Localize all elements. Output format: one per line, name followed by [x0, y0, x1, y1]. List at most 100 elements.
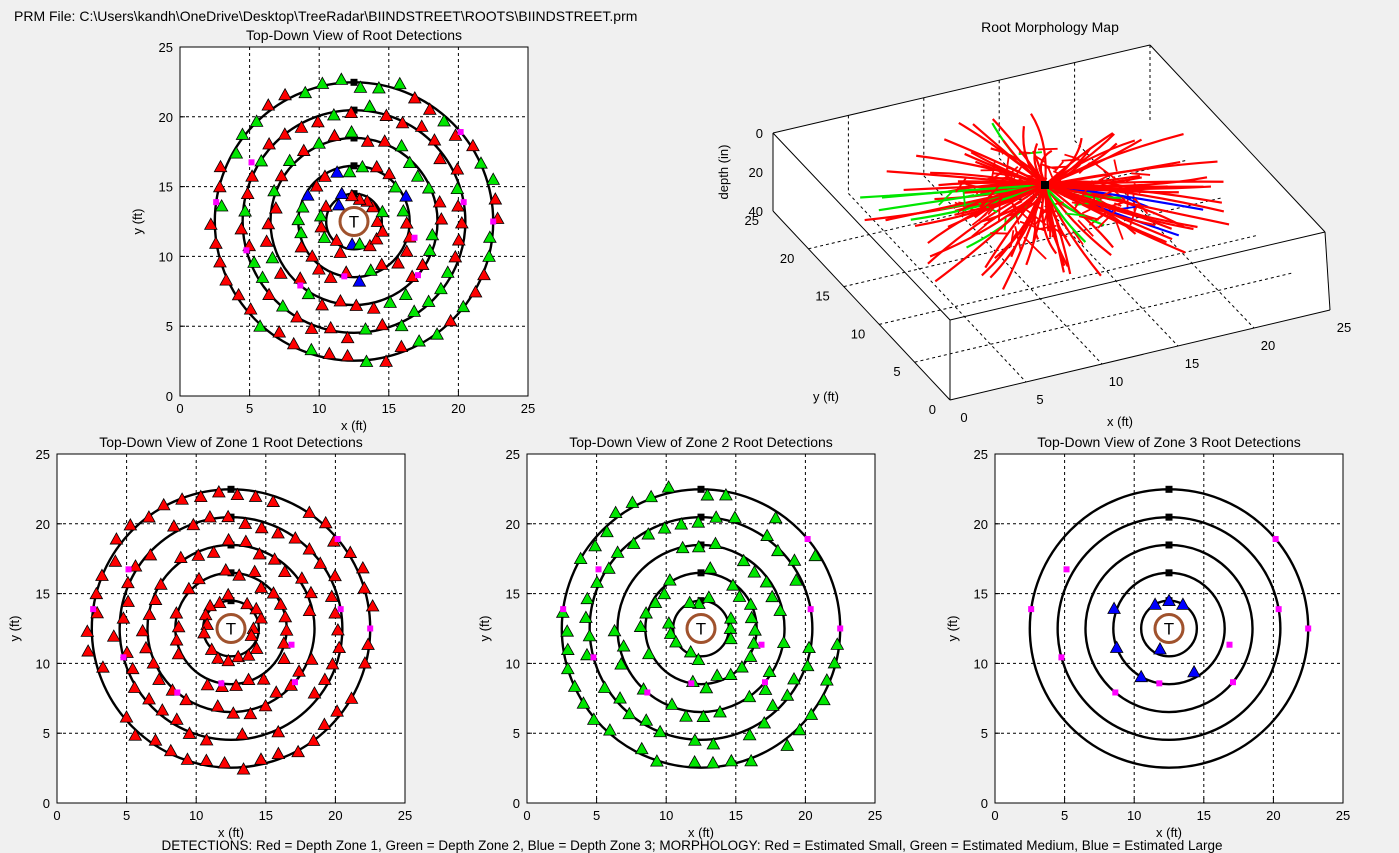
- x-axis-label: x (ft): [1107, 414, 1133, 429]
- x-tick-label: 20: [798, 808, 812, 823]
- y-tick-label: 20: [506, 517, 520, 532]
- detection-zone1: [230, 487, 245, 501]
- root-branch: [1131, 172, 1151, 176]
- y-tick-label: 5: [43, 726, 50, 741]
- detection-zone1: [231, 287, 246, 301]
- y-axis-label: y (ft): [813, 389, 839, 404]
- floor-grid-line: [879, 234, 1259, 325]
- detection-zone2: [765, 589, 780, 603]
- detection-zone2: [706, 737, 721, 750]
- detection-zone2: [709, 510, 724, 523]
- detection-zone2: [610, 545, 625, 558]
- detection-zone2: [765, 698, 780, 711]
- x-tick-label: 0: [53, 808, 60, 823]
- detection-zone2: [396, 203, 411, 217]
- detection-zone1: [302, 505, 317, 518]
- detection-zone1: [142, 692, 156, 705]
- detection-zone2: [683, 644, 698, 658]
- detection-zone1: [238, 534, 253, 547]
- detection-zone1: [277, 564, 292, 578]
- detection-zone1: [374, 257, 389, 270]
- x-tick-label: 10: [1109, 374, 1123, 389]
- detection-zone2: [434, 281, 448, 295]
- detection-zone1: [276, 636, 291, 649]
- x-tick-label: 5: [1061, 808, 1068, 823]
- detection-zone2: [295, 200, 310, 213]
- detection-zone2: [229, 146, 244, 159]
- boundary-marker: [414, 272, 421, 279]
- x-tick-label: 5: [246, 401, 253, 416]
- detection-zone1: [451, 233, 466, 246]
- detection-zone1: [271, 746, 286, 760]
- boundary-marker: [248, 159, 255, 166]
- detection-zone1: [254, 611, 268, 624]
- boundary-marker: [243, 247, 250, 254]
- boundary-marker: [1028, 606, 1035, 613]
- detection-zone2: [744, 610, 759, 624]
- detection-zone2: [639, 606, 653, 619]
- root-segment-estimated-small: [1044, 138, 1143, 187]
- detection-zone1: [314, 219, 329, 233]
- boundary-marker: [291, 679, 298, 686]
- y-tick-label: 5: [981, 726, 988, 741]
- z-tick-label: 20: [749, 165, 763, 180]
- detection-zone2: [773, 603, 788, 616]
- root-branch: [987, 197, 1003, 216]
- detection-zone2: [482, 230, 497, 243]
- x-tick-label: 0: [176, 401, 183, 416]
- detection-zone2: [743, 649, 758, 662]
- detection-zone1: [296, 143, 311, 156]
- root-branch: [1023, 236, 1047, 260]
- y-tick-label: 20: [159, 110, 173, 125]
- detection-zone1: [226, 706, 241, 719]
- detection-zone1: [148, 733, 163, 746]
- detection-zone1: [311, 262, 326, 275]
- y-tick-label: 15: [974, 587, 988, 602]
- footer-legend: DETECTIONS: Red = Depth Zone 1, Green = …: [162, 838, 1223, 853]
- detection-zone1: [217, 755, 232, 769]
- detection-zone1: [231, 649, 246, 663]
- detection-zone1: [221, 532, 236, 546]
- detection-zone2: [450, 181, 465, 195]
- z-axis-label: depth (in): [716, 145, 731, 200]
- boundary-marker: [644, 689, 651, 696]
- detection-zone1: [211, 484, 226, 498]
- detection-zone2: [355, 159, 370, 173]
- detection-zone1: [125, 661, 140, 675]
- detection-zone1: [245, 169, 259, 182]
- detection-zone1: [333, 245, 348, 258]
- detection-zone2: [560, 661, 575, 675]
- detection-zone1: [163, 743, 178, 757]
- detection-zone2: [626, 536, 641, 549]
- ring-start-marker: [697, 569, 705, 577]
- root-branch: [1046, 165, 1068, 169]
- detection-zone2: [642, 646, 656, 660]
- x-tick-label: 25: [521, 401, 535, 416]
- y-tick-label: 25: [745, 213, 759, 228]
- detection-zone2: [267, 183, 282, 197]
- detection-zone2: [757, 715, 772, 729]
- detection-zone2: [776, 635, 791, 648]
- detection-zone3: [1109, 640, 1124, 653]
- detection-zone1: [328, 606, 343, 619]
- detection-zone1: [318, 515, 333, 529]
- detection-zone2: [214, 199, 229, 212]
- root-segment-estimated-small: [958, 122, 1046, 186]
- y-tick-label: 0: [166, 389, 173, 404]
- boundary-marker: [490, 218, 497, 225]
- detection-zone1: [156, 497, 171, 511]
- y-axis-label: y (ft): [945, 616, 960, 642]
- tree-label: T: [1164, 620, 1174, 639]
- detection-zone1: [477, 267, 491, 281]
- detection-zone1: [210, 699, 225, 712]
- detection-zone2: [625, 495, 640, 508]
- detection-zone1: [248, 489, 263, 502]
- detection-zone3: [1187, 664, 1201, 678]
- root-branch: [1008, 199, 1035, 226]
- detection-zone1: [304, 652, 319, 665]
- detection-zone1: [169, 606, 184, 619]
- detection-zone2: [743, 597, 758, 610]
- x-tick-label: 0: [960, 410, 967, 425]
- x-tick-label: 5: [1036, 392, 1043, 407]
- tree-marker: [685, 613, 717, 644]
